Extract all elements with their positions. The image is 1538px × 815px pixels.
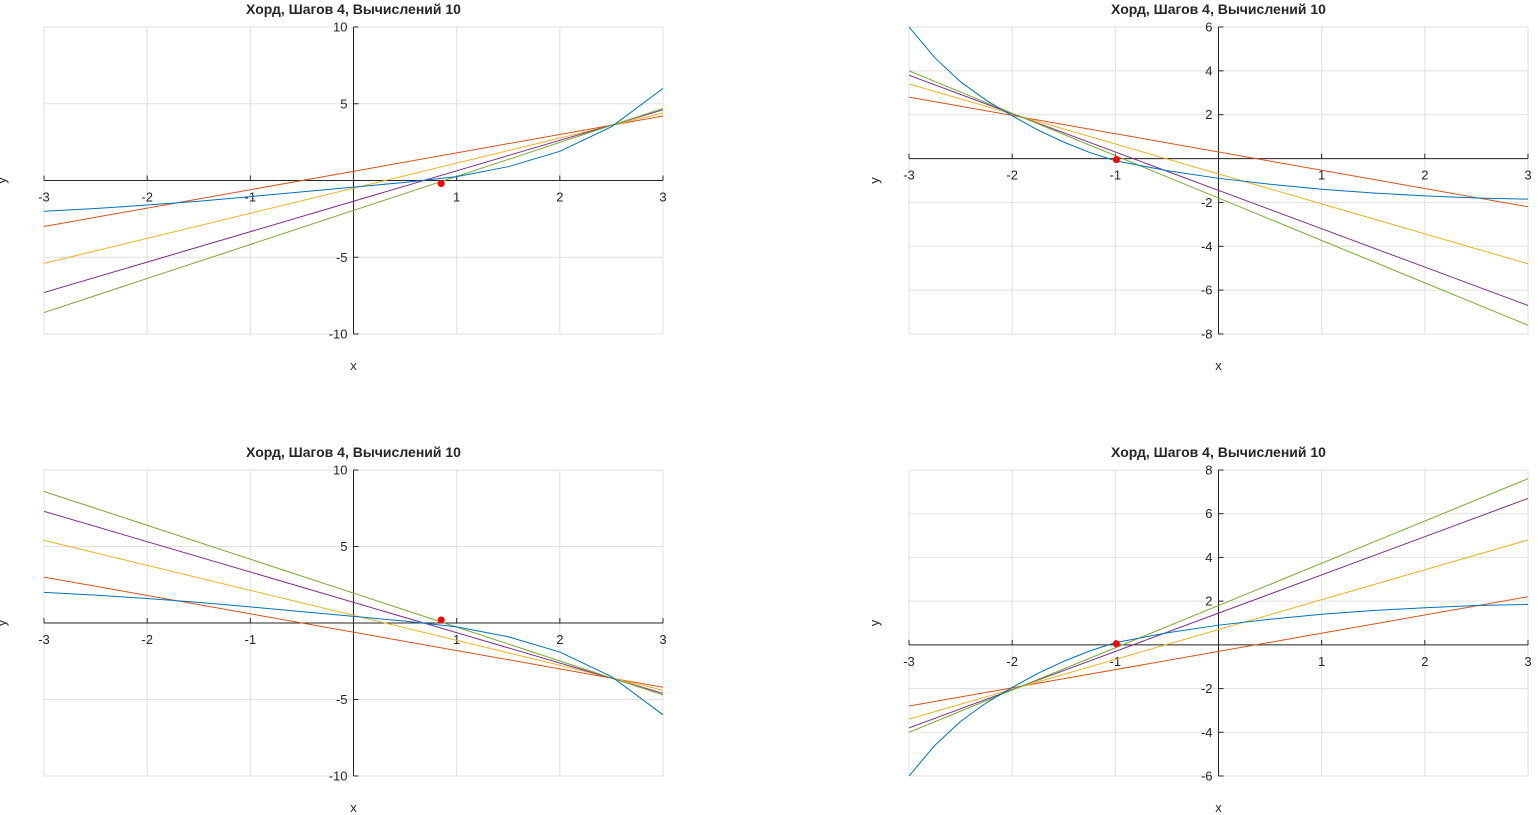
x-tick-label: 1: [453, 632, 460, 647]
chord-line-2: [44, 539, 663, 691]
y-tick-label: -8: [1201, 327, 1213, 342]
x-tick-label: 3: [1524, 654, 1531, 669]
series-group: [44, 490, 663, 716]
x-tick-label: -2: [1006, 168, 1018, 183]
x-tick-label: 2: [1421, 168, 1428, 183]
x-tick-label: -3: [903, 168, 915, 183]
y-tick-label: 4: [1205, 63, 1212, 78]
chart-title: Хорд, Шагов 4, Вычислений 10: [1111, 444, 1326, 460]
chord-line-4: [44, 490, 663, 696]
x-axis-label: x: [350, 800, 357, 815]
y-tick-label: 5: [340, 539, 347, 554]
y-tick-label: -5: [336, 692, 348, 707]
y-axis-label: y: [0, 177, 9, 184]
y-axis-label: y: [0, 619, 9, 626]
y-tick-label: -6: [1201, 283, 1213, 298]
chord-line-3: [44, 510, 663, 694]
x-axis-label: x: [350, 358, 357, 373]
x-tick-label: 3: [659, 190, 666, 205]
y-tick-label: 4: [1205, 550, 1212, 565]
root-marker: [437, 180, 445, 188]
x-axis-label: x: [1215, 800, 1222, 815]
function-curve: [44, 87, 663, 212]
y-axis-label: y: [867, 619, 882, 626]
chart-panel-2: -3 -2 -1 1 2 3 -8 -6 -4 -2 2 4 6 Хорд, Шагов 4, Вычис…: [867, 1, 1532, 373]
x-tick-label: 1: [1318, 654, 1325, 669]
y-tick-label: 2: [1205, 594, 1212, 609]
root-marker: [437, 616, 445, 624]
x-tick-label: 1: [453, 190, 460, 205]
y-tick-label: 5: [340, 96, 347, 111]
chord-line-2: [44, 112, 663, 264]
x-tick-label: -1: [1110, 168, 1122, 183]
y-tick-label: 10: [333, 20, 347, 35]
x-tick-label: -3: [38, 190, 50, 205]
chart-panel-4: -3 -2 -1 1 2 3 -6 -4 -2 2 4 6 8 Хорд, Шагов 4, Вычисл…: [867, 444, 1532, 815]
y-tick-label: -2: [1201, 195, 1213, 210]
x-tick-label: 1: [1318, 168, 1325, 183]
x-tick-label: -1: [245, 632, 257, 647]
chord-line-4: [44, 107, 663, 313]
y-tick-label: -10: [329, 769, 348, 784]
chord-line-3: [44, 109, 663, 294]
y-tick-label: -4: [1201, 725, 1213, 740]
y-tick-label: -2: [1201, 681, 1213, 696]
function-curve: [44, 591, 663, 716]
x-tick-label: -2: [1006, 654, 1018, 669]
chord-line-4: [909, 70, 1528, 326]
root-marker: [1112, 156, 1120, 164]
chord-line-1: [44, 576, 663, 688]
x-tick-label: 2: [556, 632, 563, 647]
y-tick-label: -5: [336, 250, 348, 265]
x-tick-label: 3: [1524, 168, 1531, 183]
y-axis-label: y: [867, 177, 882, 184]
y-tick-label: -6: [1201, 769, 1213, 784]
y-tick-label: 6: [1205, 506, 1212, 521]
y-tick-label: -4: [1201, 239, 1213, 254]
x-tick-label: -1: [1110, 654, 1122, 669]
series-group: [44, 87, 663, 313]
x-tick-label: 3: [659, 632, 666, 647]
chord-line-4: [909, 478, 1528, 733]
x-tick-label: -3: [38, 632, 50, 647]
y-tick-label: -10: [329, 327, 348, 342]
y-tick-label: 2: [1205, 107, 1212, 122]
x-tick-label: -2: [141, 190, 153, 205]
x-tick-label: -2: [141, 632, 153, 647]
x-tick-label: -3: [903, 654, 915, 669]
x-tick-label: 2: [1421, 654, 1428, 669]
root-marker: [1112, 640, 1120, 648]
y-tick-label: 8: [1205, 463, 1212, 478]
x-axis-label: x: [1215, 358, 1222, 373]
chart-title: Хорд, Шагов 4, Вычислений 10: [246, 444, 461, 460]
chord-line-1: [44, 115, 663, 228]
x-tick-label: 2: [556, 190, 563, 205]
chart-title: Хорд, Шагов 4, Вычислений 10: [246, 1, 461, 17]
y-tick-label: 10: [333, 463, 347, 478]
chart-panel-3: -3 -2 -1 1 2 3 -10 -5 5 10 Хорд, Шагов 4, Вычислен…: [0, 444, 667, 815]
chart-title: Хорд, Шагов 4, Вычислений 10: [1111, 1, 1326, 17]
y-tick-label: 6: [1205, 20, 1212, 35]
